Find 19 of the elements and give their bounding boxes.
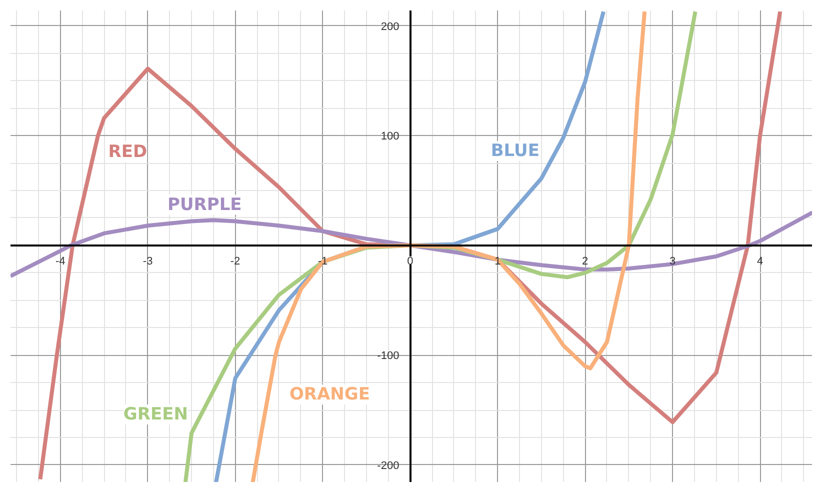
series-label: GREEN	[123, 404, 188, 424]
x-tick-label: 0	[407, 255, 414, 268]
x-tick-label: 1	[494, 255, 501, 268]
x-tick-label: -4	[55, 255, 66, 268]
line-series	[38, 10, 782, 482]
x-tick-label: -3	[142, 255, 153, 268]
y-tick-label: 200	[380, 20, 400, 33]
y-tick-label: 100	[380, 130, 400, 143]
line-series	[10, 210, 812, 278]
x-tick-label: 2	[582, 255, 588, 268]
series-label: ORANGE	[289, 384, 370, 405]
series-label: PURPLE	[168, 194, 242, 215]
line-series	[250, 10, 647, 482]
series-label: RED	[108, 142, 148, 162]
y-tick-label: -200	[377, 460, 400, 472]
x-tick-label: 4	[756, 255, 764, 268]
x-tick-label: -2	[230, 255, 240, 268]
y-tick-label: -100	[377, 350, 400, 362]
series-label: BLUE	[490, 141, 540, 161]
